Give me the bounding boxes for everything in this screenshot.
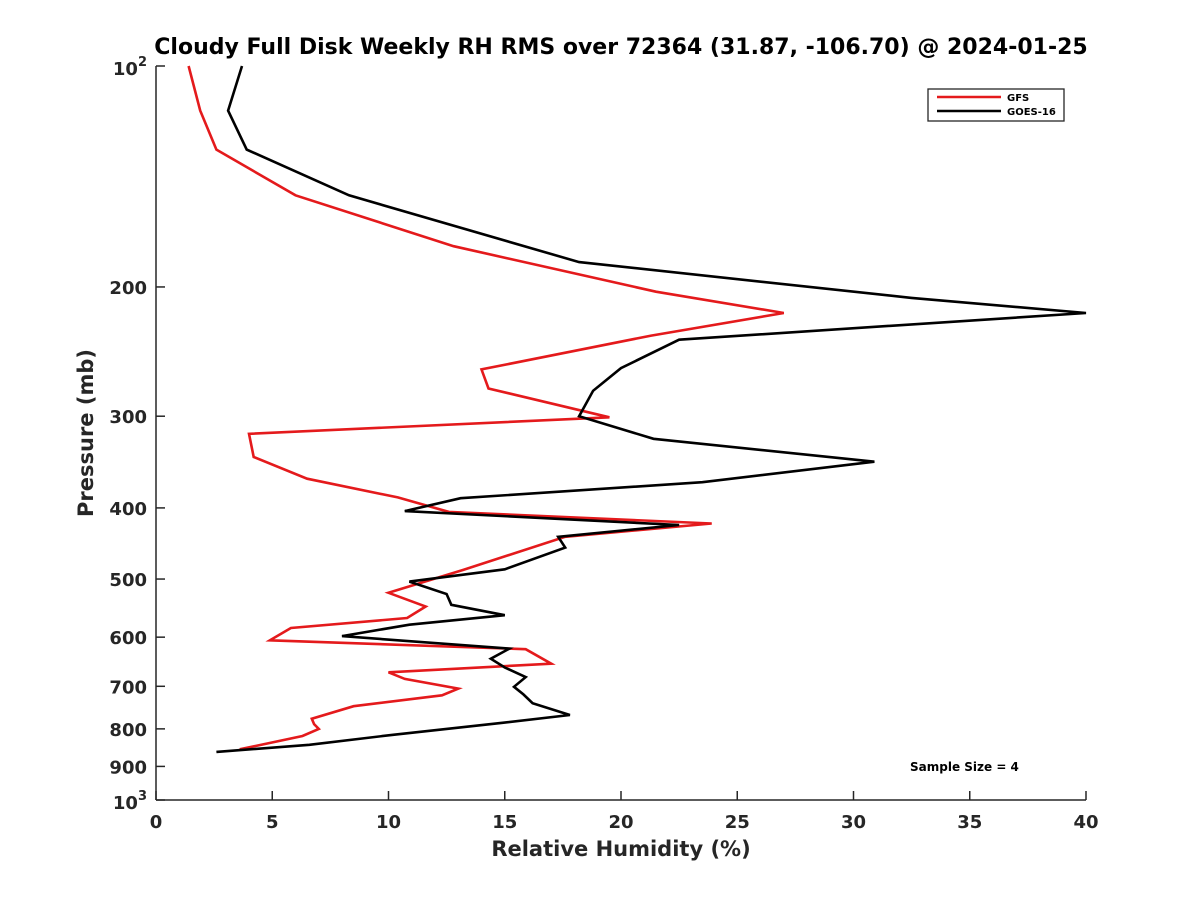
y-tick-label: 103	[113, 789, 147, 814]
x-tick-label: 5	[266, 812, 279, 833]
y-ticks: 102 200 300 400 500 600 700 800 900 103	[109, 55, 165, 814]
x-tick-label: 35	[957, 812, 982, 833]
x-tick-label: 20	[608, 812, 633, 833]
series-layer	[187, 65, 1087, 754]
y-tick-label: 600	[109, 628, 147, 649]
x-tick-label: 30	[841, 812, 866, 833]
series-line-gfs	[187, 65, 785, 751]
chart-title: Cloudy Full Disk Weekly RH RMS over 7236…	[154, 35, 1087, 60]
sample-size-annotation: Sample Size = 4	[910, 760, 1019, 774]
legend-items: GFS GOES-16	[937, 93, 1056, 118]
x-axis-label: Relative Humidity (%)	[491, 837, 750, 861]
y-tick-label: 300	[109, 407, 147, 428]
y-tick-label: 900	[109, 757, 147, 778]
y-tick-label: 102	[113, 55, 147, 80]
y-tick-label: 200	[109, 278, 147, 299]
legend-label: GOES-16	[1007, 107, 1056, 118]
x-tick-label: 40	[1073, 812, 1098, 833]
legend: GFS GOES-16	[927, 88, 1065, 122]
legend-label: GFS	[1007, 93, 1029, 104]
legend-box	[927, 88, 1065, 122]
y-axis-label: Pressure (mb)	[74, 349, 98, 517]
x-tick-label: 25	[725, 812, 750, 833]
y-tick-label: 500	[109, 570, 147, 591]
x-ticks: 0 5 10 15 20 25 30 35 40	[150, 791, 1099, 833]
x-tick-label: 15	[492, 812, 517, 833]
y-tick-label: 800	[109, 720, 147, 741]
series-line-goes-16	[216, 65, 1087, 754]
x-tick-label: 10	[376, 812, 401, 833]
y-tick-label: 400	[109, 499, 147, 520]
y-tick-label: 700	[109, 677, 147, 698]
x-tick-label: 0	[150, 812, 163, 833]
